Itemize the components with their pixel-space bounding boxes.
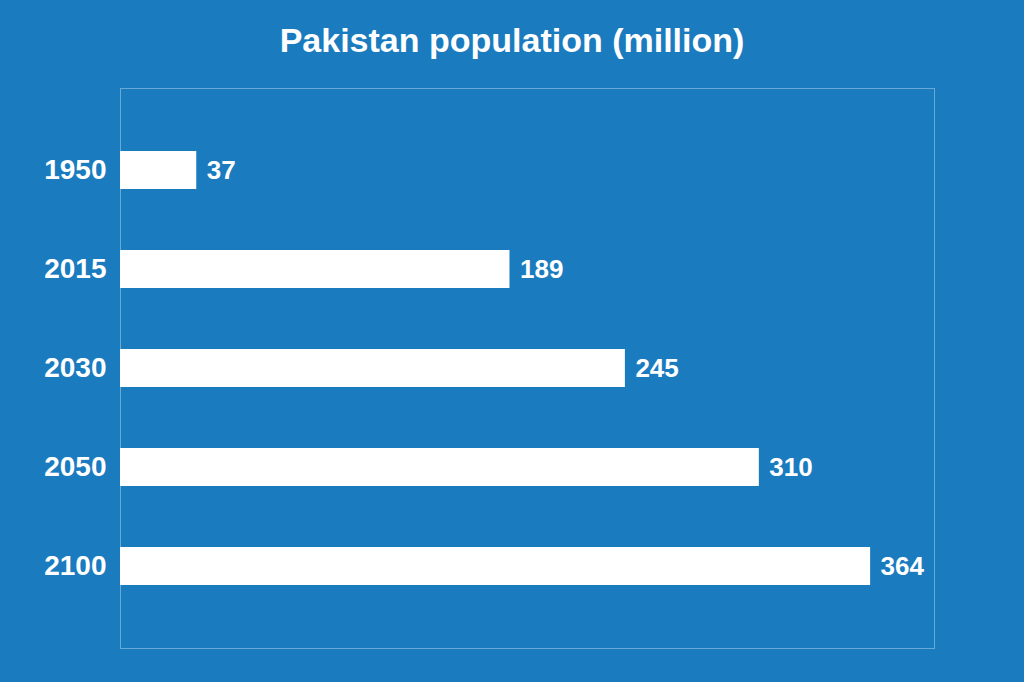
svg-text:2015: 2015	[44, 253, 106, 284]
svg-text:189: 189	[520, 254, 563, 284]
svg-text:2100: 2100	[44, 550, 106, 581]
svg-text:1950: 1950	[44, 154, 106, 185]
svg-text:310: 310	[769, 452, 812, 482]
html-text:Pakistan population (million): Pakistan population (million)	[279, 21, 745, 59]
svg-text:2050: 2050	[44, 451, 106, 482]
svg-text:364: 364	[881, 551, 925, 581]
svg-text:37: 37	[207, 155, 236, 185]
svg-text:245: 245	[635, 353, 678, 383]
svg-text:2030: 2030	[44, 352, 106, 383]
